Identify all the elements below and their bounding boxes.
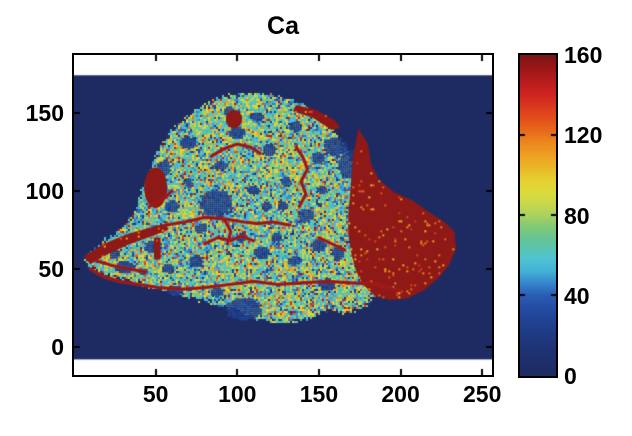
x-tick-label: 150 [299, 381, 339, 407]
x-tick-label: 100 [218, 381, 257, 407]
colorbar-tick-label: 0 [564, 363, 577, 389]
y-tick-label: 0 [51, 333, 64, 360]
x-tick-label: 200 [381, 381, 420, 407]
colorbar-tick-label: 40 [564, 282, 590, 309]
heatmap-canvas [74, 55, 492, 375]
y-tick-label: 50 [38, 255, 64, 282]
colorbar-canvas [520, 55, 556, 376]
y-tick-label: 100 [25, 177, 64, 204]
x-tick-label: 250 [463, 381, 502, 407]
colorbar-tick-label: 160 [564, 42, 603, 68]
colorbar [518, 53, 558, 378]
colorbar-tick-label: 80 [564, 202, 590, 229]
chart-title: Ca [267, 12, 299, 40]
plot-area [72, 53, 494, 377]
x-tick-label: 50 [142, 381, 169, 407]
colorbar-tick-label: 120 [564, 122, 603, 149]
y-tick-label: 150 [25, 99, 64, 126]
